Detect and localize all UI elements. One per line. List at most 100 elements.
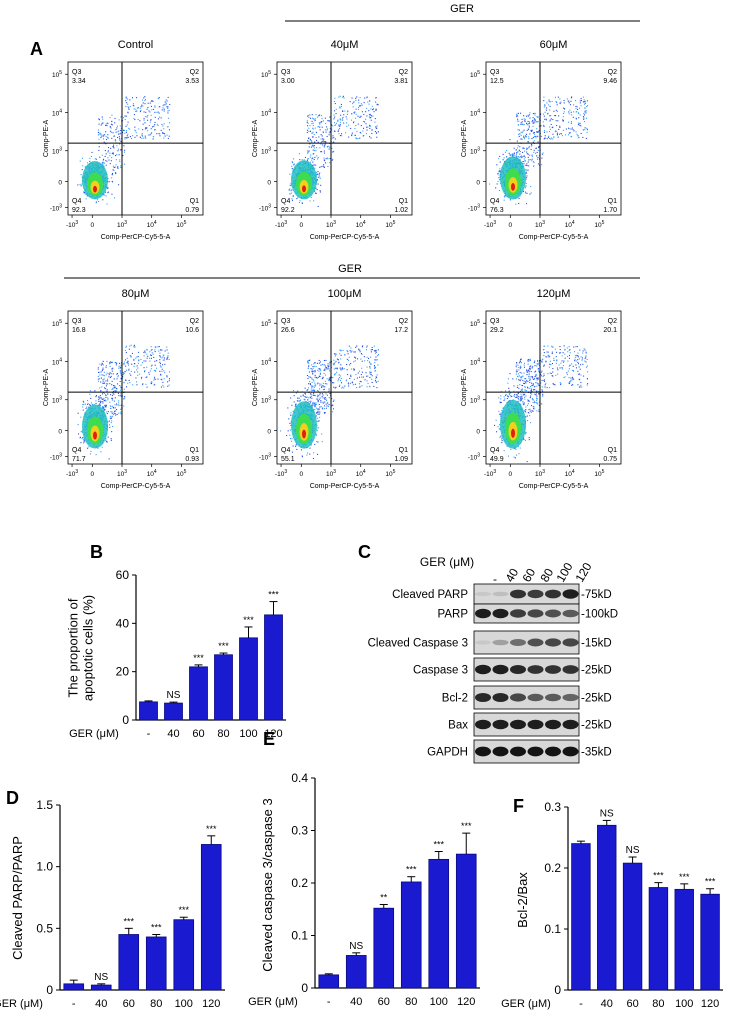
flow-dot — [523, 155, 525, 157]
flow-dot — [312, 402, 314, 404]
flow-dot — [133, 346, 135, 348]
flow-dot — [309, 143, 311, 145]
flow-dot — [527, 153, 529, 155]
flow-dot — [299, 159, 301, 161]
flow-dot — [525, 173, 527, 175]
flow-dot — [111, 397, 113, 399]
flow-dot — [167, 126, 169, 128]
flow-dot — [586, 131, 588, 133]
flow-dot — [374, 380, 376, 382]
flow-dot — [570, 111, 572, 113]
flow-dot — [518, 156, 520, 158]
flow-dot — [358, 383, 360, 385]
flow-dot — [558, 133, 560, 135]
flow-dot — [523, 158, 525, 160]
flow-dot — [552, 368, 554, 370]
flow-dot — [95, 395, 97, 397]
flow-dot — [328, 378, 330, 380]
flow-dot — [587, 105, 589, 107]
flow-dot — [298, 400, 300, 402]
flow-dot — [307, 362, 309, 364]
flow-dot — [320, 370, 322, 372]
flow-dot — [550, 364, 552, 366]
flow-dot — [375, 359, 377, 361]
flow-dot — [548, 131, 550, 133]
flow-dot — [126, 130, 128, 132]
flow-dot — [356, 377, 358, 379]
flow-dot — [127, 382, 129, 384]
flow-dot — [537, 363, 539, 365]
flow-dot — [528, 145, 530, 147]
flow-dot — [129, 355, 131, 357]
flow-dot — [110, 405, 112, 407]
flow-dot — [90, 155, 92, 157]
flow-dot — [335, 386, 337, 388]
flow-dot — [567, 100, 569, 102]
flow-dot — [158, 98, 160, 100]
flow-dot — [122, 131, 124, 133]
flow-dot — [98, 119, 100, 121]
flow-dot — [320, 166, 322, 168]
flow-dot — [354, 356, 356, 358]
flow-dot — [540, 125, 542, 127]
flow-dot — [316, 412, 318, 414]
flow-dot — [358, 102, 360, 104]
flow-dot — [111, 193, 113, 195]
flow-dot — [498, 158, 500, 160]
flow-dot — [331, 137, 333, 139]
flow-dot — [340, 368, 342, 370]
flow-dot — [319, 191, 321, 193]
flow-dot — [582, 129, 584, 131]
flow-dot — [551, 351, 553, 353]
flow-dot — [375, 381, 377, 383]
flow-dot — [361, 353, 363, 355]
flow-dot — [304, 387, 306, 389]
flow-dot — [324, 374, 326, 376]
flow-dot — [109, 365, 111, 367]
flow-dot — [577, 355, 579, 357]
flow-dot — [543, 96, 545, 98]
flow-dot — [118, 385, 120, 387]
flow-dot — [339, 106, 341, 108]
flow-dot — [322, 407, 324, 409]
flow-dot — [143, 355, 145, 357]
flow-dot — [548, 135, 550, 137]
flow-dot — [361, 376, 363, 378]
flow-dot — [291, 404, 293, 406]
flow-dot — [523, 364, 525, 366]
flow-dot — [113, 147, 115, 149]
flow-dot — [154, 360, 156, 362]
flow-dot — [513, 153, 515, 155]
flow-dot — [333, 118, 335, 120]
flow-dot — [336, 367, 338, 369]
flow-dot — [114, 410, 116, 412]
flow-dot — [347, 351, 349, 353]
flow-dot — [352, 106, 354, 108]
flow-dot — [340, 364, 342, 366]
flow-dot — [309, 138, 311, 140]
flow-dot — [167, 355, 169, 357]
flow-dot — [78, 433, 80, 435]
flow-dot — [529, 159, 531, 161]
flow-dot — [361, 367, 363, 369]
flow-quad-q1-value: 1.09 — [394, 456, 408, 463]
flow-dot — [543, 364, 545, 366]
flow-dot — [77, 412, 79, 414]
flow-dot — [571, 127, 573, 129]
flow-dot — [338, 96, 340, 98]
flow-dot — [575, 354, 577, 356]
flow-dot — [311, 397, 313, 399]
flow-dot — [361, 385, 363, 387]
flow-dot — [322, 140, 324, 142]
flow-dot — [522, 130, 524, 132]
flow-dot — [299, 400, 301, 402]
flow-dot — [168, 378, 170, 380]
flow-dot — [112, 406, 114, 408]
flow-dot — [365, 123, 367, 125]
flow-quad-q1-value: 0.79 — [185, 207, 199, 214]
flow-y-tick-label: -103 — [259, 203, 271, 212]
flow-dot — [125, 100, 127, 102]
flow-dot — [312, 379, 314, 381]
flow-dot — [370, 351, 372, 353]
flow-dot — [568, 102, 570, 104]
